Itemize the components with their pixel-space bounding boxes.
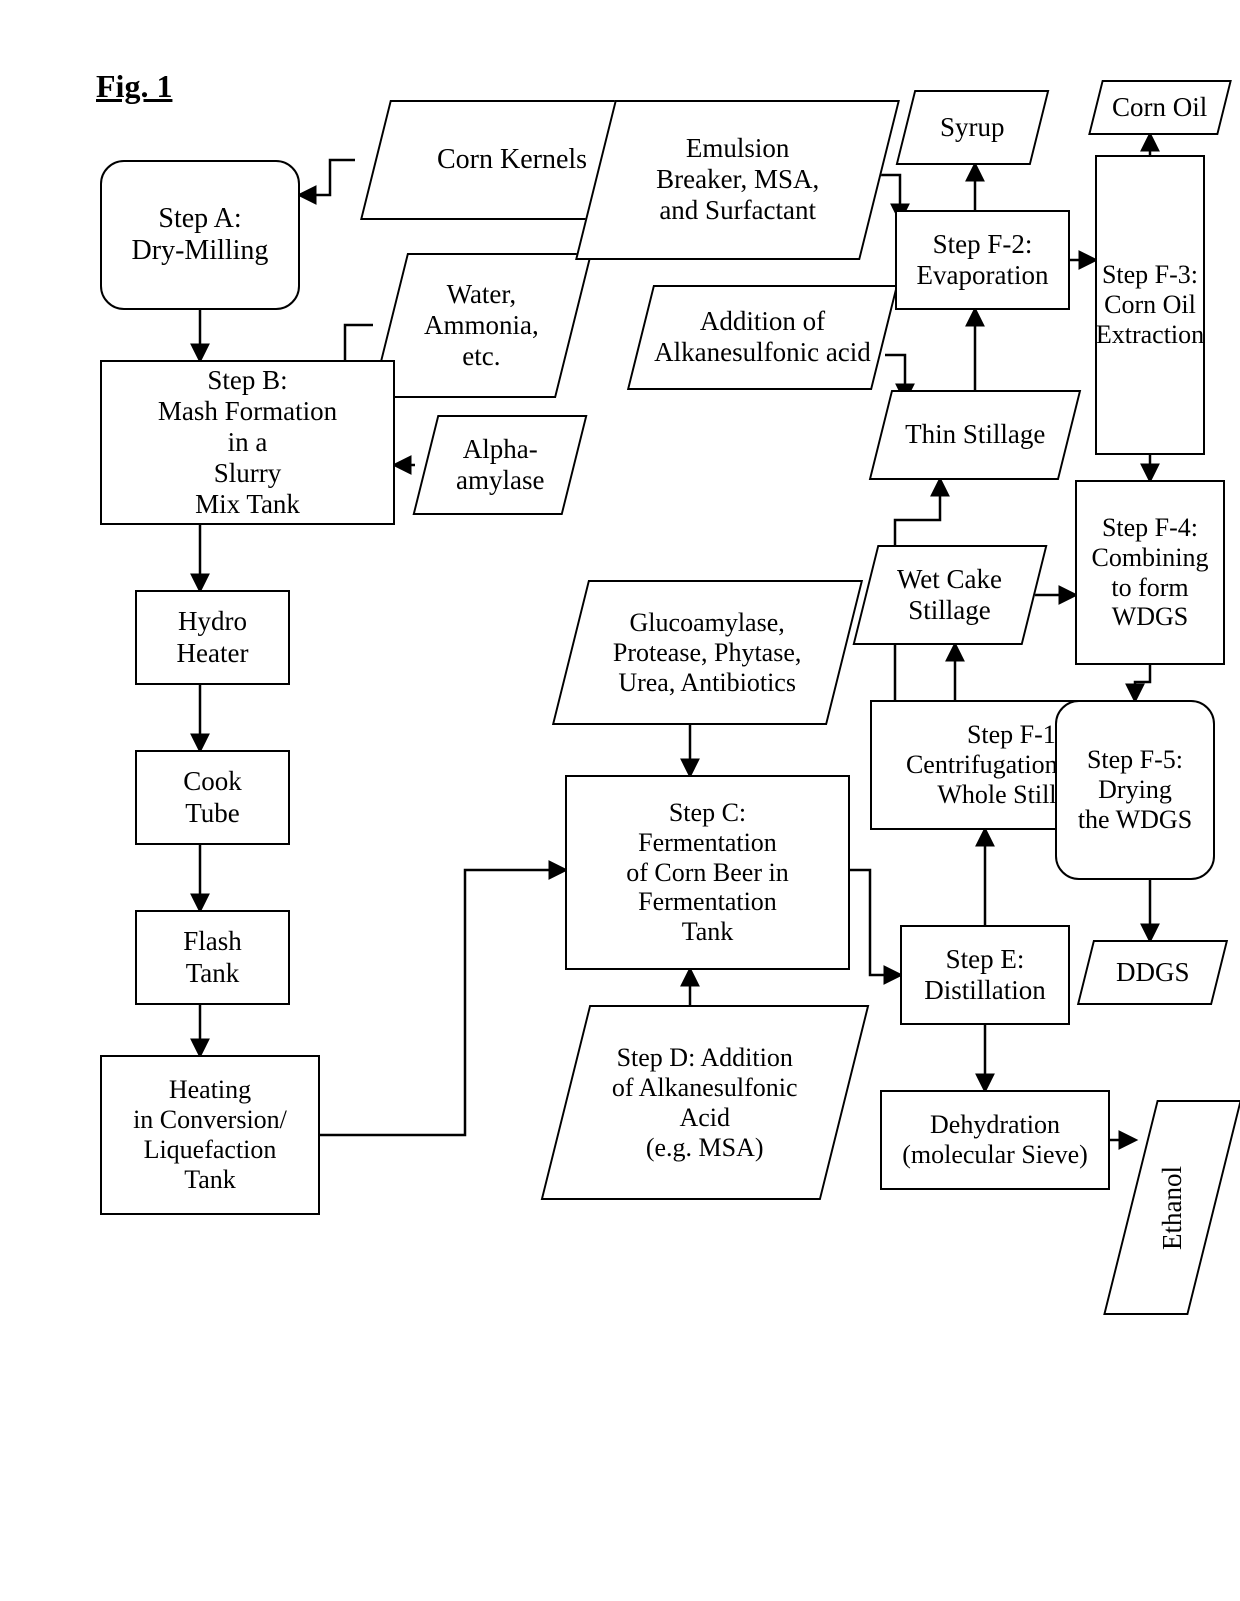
node-step-f5: Step F-5: Drying the WDGS [1055, 700, 1215, 880]
edge-step-c-to-step-e [850, 870, 900, 975]
edge-step-f4-to-step-f5 [1135, 665, 1150, 700]
node-label: Step F-3: Corn Oil Extraction [1096, 260, 1204, 350]
node-label: Step F-2: Evaporation [917, 229, 1049, 291]
node-heating-tank: Heating in Conversion/ Liquefaction Tank [100, 1055, 320, 1215]
node-label: Step B: Mash Formation in a Slurry Mix T… [158, 365, 337, 520]
node-glucoamylase: Glucoamylase, Protease, Phytase, Urea, A… [552, 580, 863, 725]
node-label: Corn Oil [1112, 92, 1207, 123]
node-label: Step C: Fermentation of Corn Beer in Fer… [626, 798, 788, 947]
node-syrup: Syrup [896, 90, 1050, 165]
node-alpha-amylase: Alpha- amylase [413, 415, 588, 515]
node-step-b: Step B: Mash Formation in a Slurry Mix T… [100, 360, 395, 525]
node-label: Thin Stillage [905, 419, 1045, 450]
node-label: Step F-4: Combining to form WDGS [1091, 513, 1208, 633]
node-step-f4: Step F-4: Combining to form WDGS [1075, 480, 1225, 665]
node-label: Hydro Heater [177, 606, 249, 668]
node-label: Addition of Alkanesulfonic acid [654, 306, 871, 368]
node-step-a: Step A: Dry-Milling [100, 160, 300, 310]
node-label: Step F-5: Drying the WDGS [1078, 745, 1192, 835]
node-hydro-heater: Hydro Heater [135, 590, 290, 685]
node-cook-tube: Cook Tube [135, 750, 290, 845]
node-ethanol: Ethanol [1103, 1100, 1240, 1315]
node-step-d: Step D: Addition of Alkanesulfonic Acid … [541, 1005, 870, 1200]
node-emulsion: Emulsion Breaker, MSA, and Surfactant [575, 100, 900, 260]
node-step-f2: Step F-2: Evaporation [895, 210, 1070, 310]
node-label: Cook Tube [183, 766, 242, 828]
node-step-e: Step E: Distillation [900, 925, 1070, 1025]
node-step-f3: Step F-3: Corn Oil Extraction [1095, 155, 1205, 455]
node-wet-cake: Wet Cake Stillage [853, 545, 1048, 645]
node-label: Step D: Addition of Alkanesulfonic Acid … [612, 1043, 798, 1163]
node-step-c: Step C: Fermentation of Corn Beer in Fer… [565, 775, 850, 970]
node-label: Step E: Distillation [924, 944, 1046, 1006]
node-label: Heating in Conversion/ Liquefaction Tank [133, 1075, 287, 1195]
node-label: Flash Tank [183, 926, 242, 988]
node-label: Dehydration (molecular Sieve) [902, 1110, 1088, 1170]
node-corn-oil: Corn Oil [1088, 80, 1232, 135]
node-ddgs: DDGS [1077, 940, 1228, 1005]
edge-corn-kernels-to-step-a [300, 160, 355, 195]
node-label: Wet Cake Stillage [897, 564, 1002, 626]
node-flash-tank: Flash Tank [135, 910, 290, 1005]
figure-canvas: Fig. 1 Step A: Dry-Milling Corn Kernels Wa… [0, 0, 1240, 1601]
node-label: Syrup [940, 112, 1005, 143]
node-dehydration: Dehydration (molecular Sieve) [880, 1090, 1110, 1190]
figure-label: Fig. 1 [96, 68, 172, 105]
node-label: Emulsion Breaker, MSA, and Surfactant [656, 133, 819, 226]
node-label: DDGS [1116, 957, 1190, 988]
node-label: Step A: Dry-Milling [132, 203, 269, 267]
node-label: Alpha- amylase [456, 434, 544, 496]
node-label: Corn Kernels [437, 144, 587, 176]
node-water-etc: Water, Ammonia, etc. [371, 253, 592, 398]
node-label: Ethanol [1157, 1166, 1188, 1250]
node-label: Water, Ammonia, etc. [424, 279, 539, 372]
edge-heating-tank-to-step-c [320, 870, 565, 1135]
node-thin-stillage: Thin Stillage [869, 390, 1081, 480]
node-add-alk-acid: Addition of Alkanesulfonic acid [627, 285, 898, 390]
node-label: Glucoamylase, Protease, Phytase, Urea, A… [613, 608, 801, 698]
